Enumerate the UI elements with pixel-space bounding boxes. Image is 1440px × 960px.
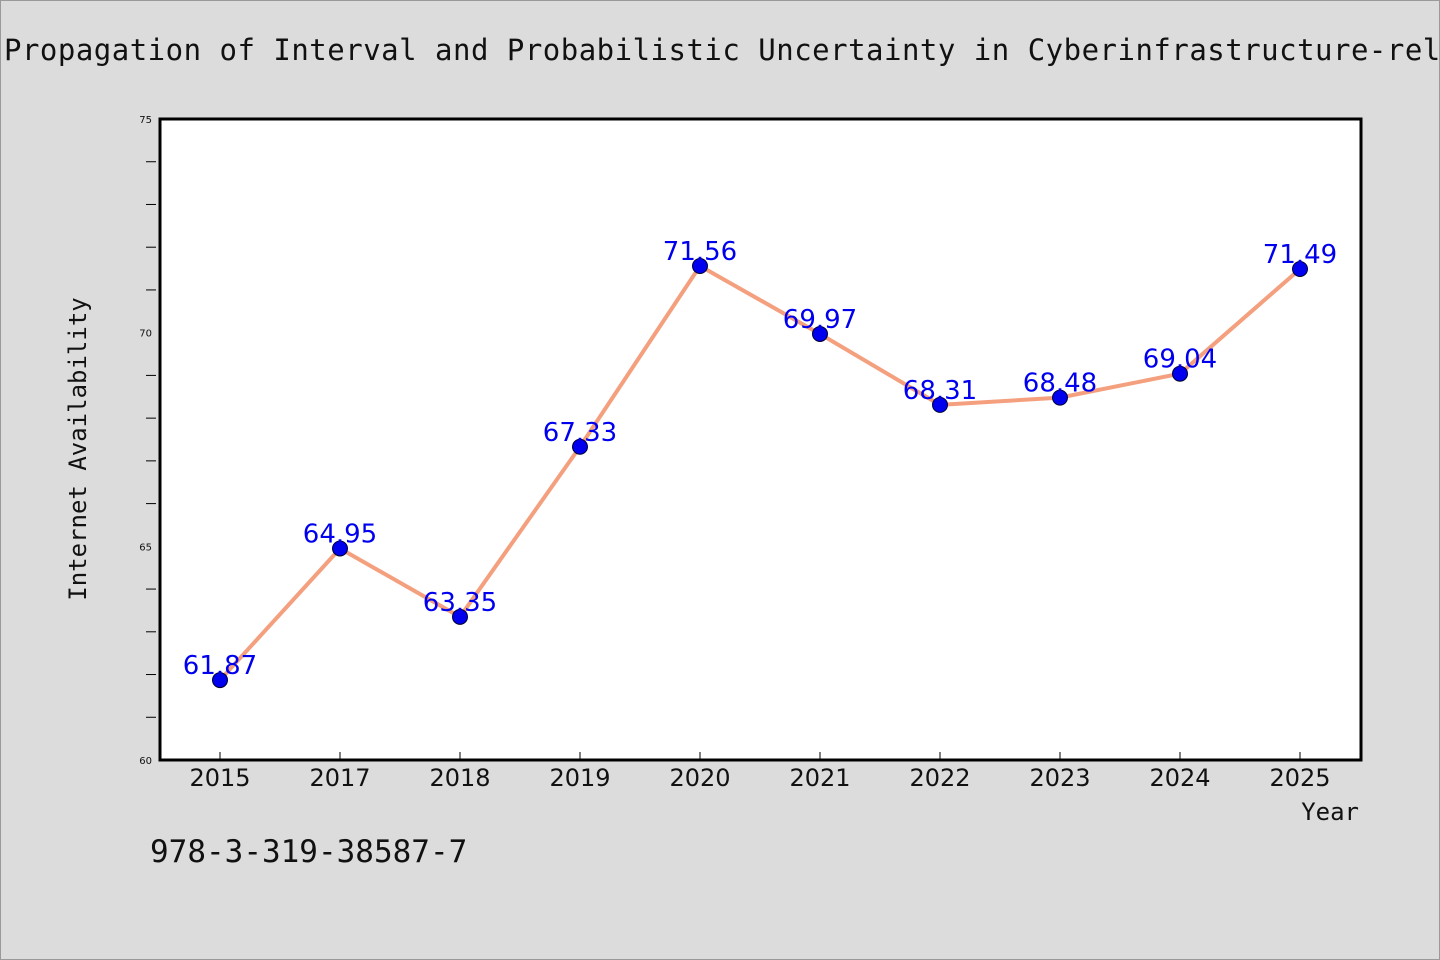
- series-line: [218, 264, 1302, 683]
- data-label: 68.31: [903, 376, 977, 406]
- series-group: [212, 258, 1308, 689]
- footnote-isbn: 978-3-319-38587-7: [150, 834, 468, 870]
- data-label: 64.95: [303, 519, 377, 549]
- data-label: 71.56: [663, 237, 737, 267]
- data-point: [452, 608, 468, 625]
- x-tick-label: 2023: [1029, 764, 1090, 792]
- x-tick-label: 2024: [1149, 764, 1210, 792]
- x-tick-label: 2022: [909, 764, 970, 792]
- x-tick-label: 2018: [429, 764, 490, 792]
- data-point: [332, 540, 348, 557]
- data-point: [1292, 260, 1308, 277]
- data-point: [932, 396, 948, 413]
- data-label: 68.48: [1023, 369, 1097, 399]
- data-label: 63.35: [423, 588, 497, 618]
- y-tick-label: 70: [139, 329, 152, 340]
- y-tick-label: 65: [139, 542, 152, 553]
- data-point: [1172, 365, 1188, 382]
- x-tick-label: 2019: [549, 764, 610, 792]
- data-label: 71.49: [1263, 240, 1337, 270]
- data-label: 69.97: [783, 305, 857, 335]
- data-label: 69.04: [1143, 345, 1217, 375]
- x-tick-label: 2015: [189, 764, 250, 792]
- y-tick-label: 60: [139, 756, 152, 767]
- chart-title: Propagation of Interval and Probabilisti…: [4, 33, 1438, 67]
- x-tick-label: 2017: [309, 764, 370, 792]
- data-label: 61.87: [183, 651, 257, 681]
- data-labels-group: 61.87 64.95 63.35 67.33 71.56 69.97 68.31 68.48…: [183, 237, 1337, 681]
- x-axis-ticks: 2015 2017 2018 2019 2020 2021 2022 2023 2024 2025: [189, 752, 1331, 792]
- x-axis-label: Year: [1301, 798, 1359, 826]
- data-point: [692, 258, 708, 275]
- data-point: [212, 672, 228, 689]
- data-point: [1052, 389, 1068, 406]
- x-tick-label: 2025: [1269, 764, 1330, 792]
- y-axis-label: Internet Availability: [64, 297, 92, 600]
- x-tick-label: 2020: [669, 764, 730, 792]
- data-label: 67.33: [543, 418, 617, 448]
- plot-area: [158, 117, 1363, 762]
- data-point: [812, 325, 828, 342]
- x-tick-label: 2021: [789, 764, 850, 792]
- y-tick-label: 75: [139, 115, 152, 126]
- y-axis-ticks: 60 65 70 75: [139, 115, 156, 767]
- data-point: [572, 438, 588, 455]
